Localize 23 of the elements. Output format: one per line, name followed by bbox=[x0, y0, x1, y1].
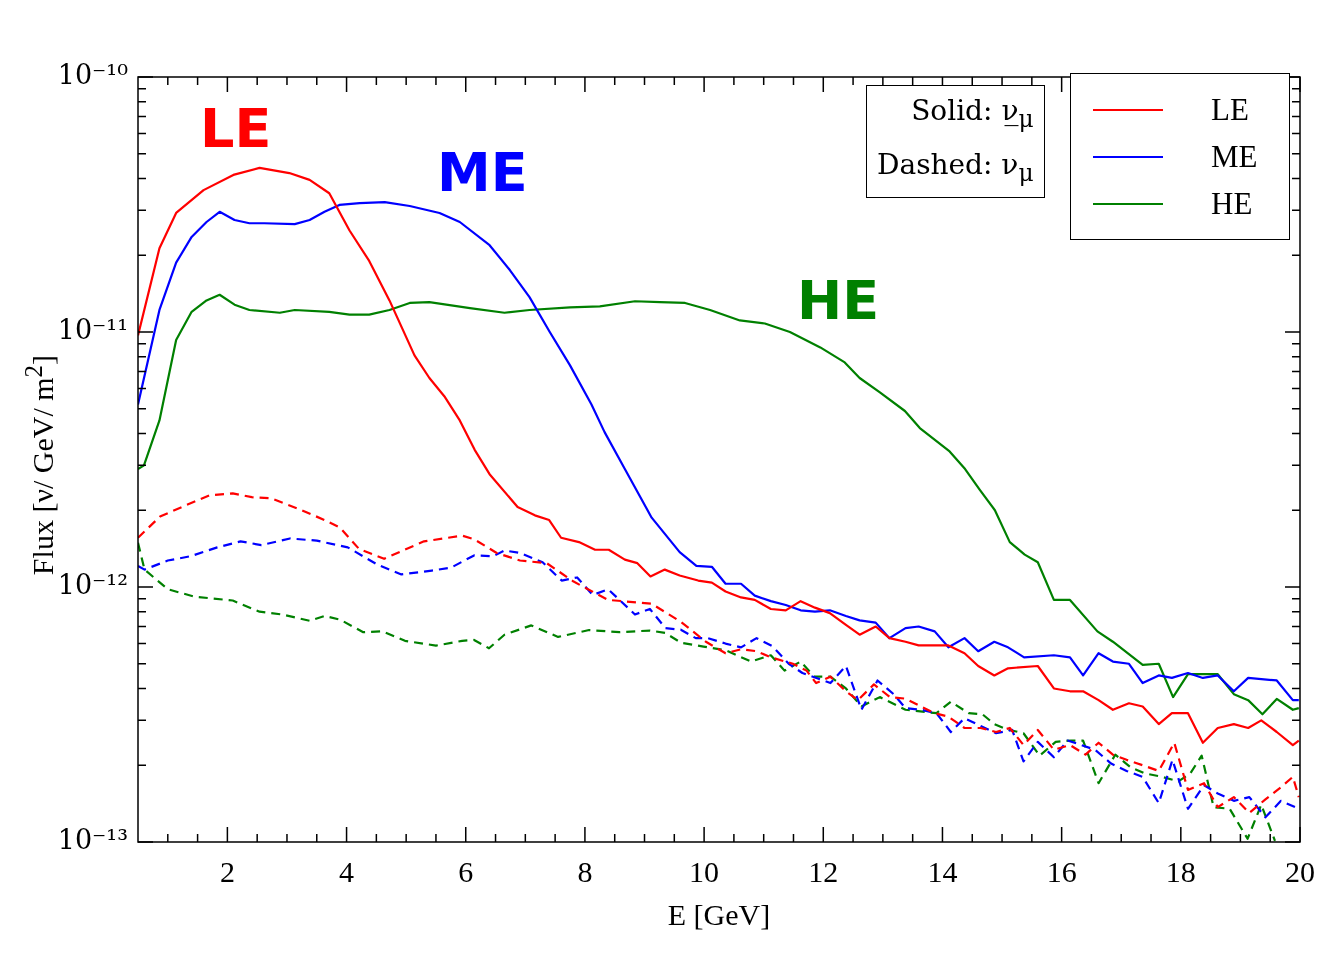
x-tick-label: 10 bbox=[689, 854, 720, 888]
y-tick-label: 10⁻¹¹ bbox=[57, 314, 128, 346]
y-tick-label: 10⁻¹² bbox=[57, 569, 128, 601]
annotation: ME bbox=[437, 141, 528, 204]
legend-label: LE bbox=[1211, 91, 1249, 128]
x-axis-title: E [GeV] bbox=[666, 898, 772, 932]
x-tick-label: 6 bbox=[458, 854, 474, 888]
annotation: Dashed: ν$_{μ}$ bbox=[876, 146, 1035, 189]
x-tick-label: 4 bbox=[339, 854, 355, 888]
annotation: LE bbox=[200, 97, 272, 160]
x-tick-label: 14 bbox=[927, 854, 958, 888]
y-tick-label: 10⁻¹³ bbox=[57, 824, 128, 856]
x-tick-label: 16 bbox=[1046, 854, 1077, 888]
legend-label: HE bbox=[1211, 185, 1253, 222]
x-tick-label: 18 bbox=[1165, 854, 1196, 888]
x-tick-label: 2 bbox=[219, 854, 235, 888]
legend-label: ME bbox=[1211, 138, 1258, 175]
x-tick-label: 12 bbox=[808, 854, 839, 888]
x-tick-label: 8 bbox=[577, 854, 593, 888]
annotation: HE bbox=[797, 269, 880, 332]
annotation: Solid: ν̲$_{μ}$ bbox=[910, 93, 1035, 135]
y-tick-label: 10⁻¹⁰ bbox=[57, 59, 129, 91]
x-tick-label: 20 bbox=[1285, 854, 1315, 888]
